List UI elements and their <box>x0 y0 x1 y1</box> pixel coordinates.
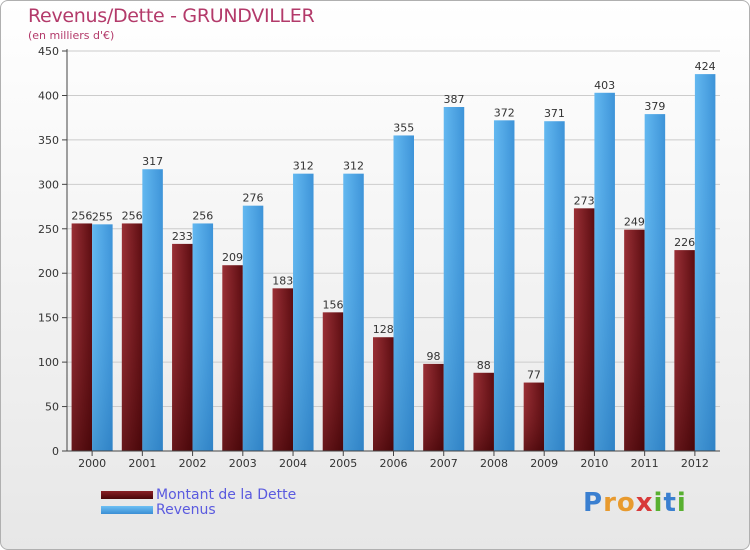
x-tick-label: 2002 <box>179 457 207 470</box>
legend-label-dette: Montant de la Dette <box>156 487 297 503</box>
y-tick-label: 150 <box>38 312 59 325</box>
y-tick-label: 50 <box>45 401 59 414</box>
data-label-dette: 156 <box>323 298 344 311</box>
x-tick-label: 2010 <box>580 457 608 470</box>
data-label-dette: 233 <box>172 230 193 243</box>
y-tick-label: 100 <box>38 356 59 369</box>
legend-swatch-dette <box>101 491 153 499</box>
x-tick-label: 2006 <box>380 457 408 470</box>
data-label-revenus: 424 <box>695 60 716 73</box>
x-tick-label: 2005 <box>329 457 357 470</box>
bar-revenus-shade <box>594 92 615 452</box>
bar-revenus-shade <box>293 173 314 451</box>
data-label-dette: 183 <box>272 274 293 287</box>
x-tick-label: 2007 <box>430 457 458 470</box>
bar-dette-shade <box>272 288 294 451</box>
legend-swatch-revenus <box>101 506 153 514</box>
bar-dette-shade <box>71 223 93 451</box>
bar-revenus-shade <box>443 107 465 451</box>
bar-revenus-shade <box>493 120 515 451</box>
bar-dette-shade <box>473 372 494 451</box>
bar-revenus-shade <box>644 114 666 451</box>
data-label-revenus: 379 <box>644 100 665 113</box>
data-label-dette: 273 <box>574 194 595 207</box>
data-label-revenus: 355 <box>393 121 414 134</box>
logo-letter: P <box>583 488 604 518</box>
bar-dette-shade <box>322 312 344 451</box>
x-tick-label: 2009 <box>530 457 558 470</box>
data-label-revenus: 372 <box>494 106 515 119</box>
bar-revenus-shade <box>242 205 264 451</box>
bar-dette-shade <box>523 382 545 451</box>
data-label-dette: 98 <box>426 350 440 363</box>
y-tick-label: 200 <box>38 267 59 280</box>
y-tick-label: 400 <box>38 89 59 102</box>
x-tick-label: 2001 <box>128 457 156 470</box>
x-tick-label: 2012 <box>681 457 709 470</box>
bar-revenus-shade <box>694 74 716 451</box>
x-tick-label: 2011 <box>631 457 659 470</box>
logo-letter: i <box>676 488 687 518</box>
data-label-revenus: 312 <box>293 160 314 173</box>
data-label-revenus: 317 <box>142 155 163 168</box>
data-label-dette: 77 <box>527 369 541 382</box>
data-label-revenus: 256 <box>192 209 213 222</box>
x-tick-label: 2003 <box>229 457 257 470</box>
bar-dette-shade <box>674 250 695 451</box>
proxiti-logo: Proxiti <box>583 488 687 518</box>
data-label-revenus: 387 <box>443 93 464 106</box>
y-tick-label: 0 <box>52 445 59 458</box>
chart-subtitle: (en milliers d'€) <box>28 29 115 42</box>
data-label-revenus: 255 <box>92 210 113 223</box>
chart-title: Revenus/Dette - GRUNDVILLER <box>28 5 315 27</box>
bar-dette-shade <box>423 363 444 451</box>
logo-letter: o <box>616 488 636 518</box>
bar-dette-shade <box>172 243 193 451</box>
y-tick-label: 450 <box>38 45 59 58</box>
logo-letter: t <box>663 488 677 518</box>
x-tick-label: 2000 <box>78 457 106 470</box>
bar-revenus-shade <box>343 173 364 451</box>
bar-dette-shade <box>624 229 645 451</box>
data-label-dette: 88 <box>477 359 491 372</box>
bar-revenus-shade <box>544 121 565 451</box>
bar-dette-shade <box>573 208 595 451</box>
x-tick-label: 2004 <box>279 457 307 470</box>
bar-revenus-shade <box>92 224 113 451</box>
bar-dette-shade <box>121 223 143 451</box>
data-label-dette: 226 <box>674 236 695 249</box>
logo-letter: i <box>653 488 664 518</box>
y-tick-label: 350 <box>38 134 59 147</box>
data-label-dette: 128 <box>373 323 394 336</box>
data-label-dette: 249 <box>624 216 645 229</box>
bar-dette-shade <box>222 265 243 451</box>
y-tick-label: 250 <box>38 223 59 236</box>
data-label-revenus: 403 <box>594 79 615 92</box>
logo-letter: x <box>635 488 654 518</box>
data-label-revenus: 312 <box>343 160 364 173</box>
data-label-revenus: 276 <box>243 192 264 205</box>
y-tick-label: 300 <box>38 178 59 191</box>
bar-revenus-shade <box>192 223 214 451</box>
data-label-dette: 209 <box>222 251 243 264</box>
legend-label-revenus: Revenus <box>156 502 216 518</box>
logo-letter: r <box>603 488 617 518</box>
data-label-dette: 256 <box>122 209 143 222</box>
data-label-dette: 256 <box>71 209 92 222</box>
data-label-revenus: 371 <box>544 107 565 120</box>
bar-revenus-shade <box>142 169 163 451</box>
bar-dette-shade <box>373 337 394 451</box>
x-tick-label: 2008 <box>480 457 508 470</box>
bar-revenus-shade <box>393 135 414 451</box>
